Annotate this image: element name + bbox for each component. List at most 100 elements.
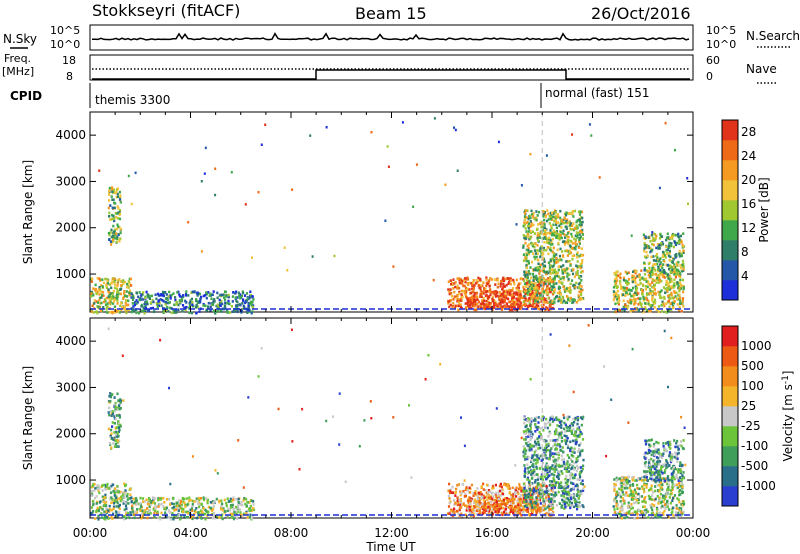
heatmap-cell bbox=[458, 506, 461, 510]
heatmap-cell bbox=[576, 260, 579, 263]
heatmap-cell bbox=[236, 310, 239, 314]
heatmap-cell bbox=[677, 308, 680, 312]
heatmap-cell bbox=[215, 497, 218, 501]
heatmap-cell bbox=[537, 223, 540, 226]
heatmap-cell bbox=[551, 232, 554, 236]
heatmap-cell bbox=[90, 290, 93, 294]
heatmap-cell bbox=[515, 486, 518, 490]
heatmap-cell bbox=[195, 306, 198, 309]
heatmap-cell bbox=[524, 296, 527, 300]
heatmap-cell bbox=[448, 290, 451, 293]
heatmap-cell bbox=[188, 311, 191, 314]
heatmap-cell bbox=[664, 291, 667, 294]
heatmap-cell bbox=[556, 236, 559, 240]
heatmap-cell bbox=[191, 504, 194, 508]
heatmap-cell bbox=[153, 511, 156, 515]
heatmap-cell bbox=[112, 438, 115, 441]
heatmap-cell bbox=[614, 302, 617, 306]
heatmap-cell bbox=[463, 284, 466, 288]
heatmap-cell bbox=[515, 491, 518, 494]
heatmap-cell bbox=[665, 249, 668, 252]
heatmap-cell bbox=[577, 455, 580, 458]
heatmap-cell bbox=[447, 494, 450, 498]
heatmap-cell bbox=[202, 304, 205, 307]
heatmap-cell bbox=[200, 250, 203, 253]
heatmap-cell bbox=[131, 298, 135, 301]
heatmap-cell bbox=[496, 285, 499, 289]
heatmap-cell bbox=[670, 244, 673, 248]
heatmap-cell bbox=[626, 283, 629, 286]
heatmap-cell bbox=[158, 516, 162, 519]
heatmap-cell bbox=[679, 299, 682, 302]
heatmap-cell bbox=[546, 278, 549, 281]
heatmap-cell bbox=[152, 500, 155, 503]
heatmap-cell bbox=[468, 486, 471, 490]
heatmap-cell bbox=[536, 284, 539, 288]
heatmap-cell bbox=[571, 224, 574, 227]
heatmap-cell bbox=[488, 302, 491, 305]
heatmap-cell bbox=[115, 426, 118, 429]
heatmap-cell bbox=[560, 426, 563, 429]
heatmap-cell bbox=[116, 445, 119, 448]
heatmap-cell bbox=[206, 498, 209, 502]
heatmap-cell bbox=[102, 306, 105, 309]
heatmap-cell bbox=[110, 228, 113, 232]
heatmap-cell bbox=[557, 490, 560, 494]
heatmap-cell bbox=[669, 270, 672, 273]
heatmap-cell bbox=[529, 494, 532, 497]
heatmap-cell bbox=[178, 293, 181, 296]
heatmap-cell bbox=[529, 288, 532, 291]
heatmap-cell bbox=[671, 296, 675, 300]
heatmap-cell bbox=[535, 276, 538, 280]
heatmap-cell bbox=[541, 237, 545, 240]
heatmap-cell bbox=[230, 504, 233, 507]
heatmap-cell bbox=[533, 306, 536, 309]
heatmap-cell bbox=[555, 226, 558, 230]
heatmap-cell bbox=[669, 297, 672, 300]
heatmap-cell bbox=[101, 290, 105, 294]
heatmap-cell bbox=[653, 298, 657, 302]
heatmap-cell bbox=[525, 252, 528, 255]
heatmap-cell bbox=[145, 302, 148, 306]
heatmap-cell bbox=[568, 286, 572, 289]
heatmap-cell bbox=[517, 306, 520, 309]
heatmap-cell bbox=[116, 484, 119, 488]
heatmap-cell bbox=[572, 268, 575, 272]
heatmap-cell bbox=[458, 278, 461, 282]
heatmap-cell bbox=[127, 502, 130, 505]
heatmap-cell bbox=[456, 286, 459, 290]
heatmap-cell bbox=[658, 273, 661, 277]
heatmap-cell bbox=[161, 290, 165, 294]
heatmap-cell bbox=[544, 301, 547, 304]
heatmap-cell bbox=[578, 223, 581, 227]
heatmap-cell bbox=[554, 484, 557, 487]
heatmap-cell bbox=[678, 274, 681, 278]
heatmap-cell bbox=[562, 264, 565, 267]
heatmap-cell bbox=[448, 497, 451, 500]
heatmap-cell bbox=[116, 235, 119, 239]
heatmap-cell bbox=[186, 511, 189, 515]
heatmap-cell bbox=[241, 302, 244, 305]
heatmap-cell bbox=[534, 217, 537, 221]
heatmap-cell bbox=[678, 289, 681, 293]
heatmap-cell bbox=[91, 499, 95, 503]
heatmap-cell bbox=[531, 454, 534, 457]
heatmap-cell bbox=[676, 241, 679, 245]
heatmap-cell bbox=[551, 300, 554, 303]
heatmap-cell bbox=[137, 502, 140, 506]
heatmap-cell bbox=[659, 243, 662, 247]
heatmap-cell bbox=[655, 252, 659, 256]
heatmap-cell bbox=[478, 492, 481, 495]
heatmap-cell bbox=[680, 254, 683, 258]
heatmap-cell bbox=[551, 265, 554, 268]
heatmap-cell bbox=[573, 466, 576, 470]
heatmap-cell bbox=[579, 454, 582, 457]
heatmap-cell bbox=[522, 244, 525, 247]
heatmap-cell bbox=[546, 246, 549, 249]
heatmap-cell bbox=[90, 310, 93, 313]
heatmap-cell bbox=[511, 289, 514, 292]
heatmap-cell bbox=[669, 264, 672, 268]
heatmap-cell bbox=[191, 509, 194, 512]
heatmap-cell bbox=[149, 512, 152, 515]
heatmap-cell bbox=[116, 187, 119, 191]
